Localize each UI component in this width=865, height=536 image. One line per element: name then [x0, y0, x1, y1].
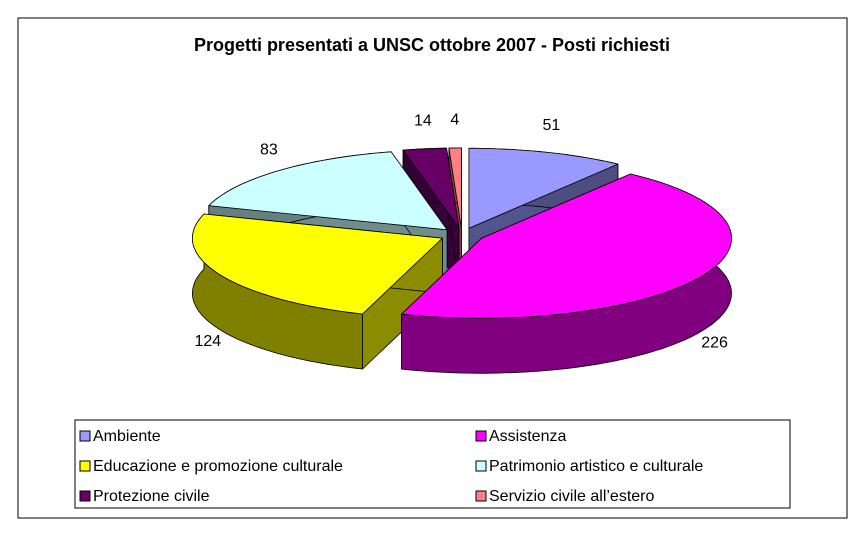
pie-slice	[192, 213, 443, 370]
data-label: 51	[543, 117, 561, 134]
chart-title: Progetti presentati a UNSC ottobre 2007 …	[194, 35, 670, 55]
data-label: 226	[701, 335, 728, 352]
legend-swatch	[79, 490, 91, 502]
legend-swatch	[475, 490, 487, 502]
legend-label: Educazione e promozione culturale	[93, 458, 343, 475]
legend-swatch	[475, 460, 487, 472]
legend-label: Protezione civile	[93, 488, 210, 505]
legend-label: Patrimonio artistico e culturale	[489, 458, 703, 475]
slice-top	[401, 173, 732, 319]
slice-top	[448, 147, 462, 229]
data-label: 83	[260, 142, 278, 159]
slice-top	[192, 213, 443, 315]
legend-label: Assistenza	[489, 428, 566, 445]
slice-top	[402, 147, 460, 229]
legend-swatch	[79, 430, 91, 442]
data-label: 124	[194, 333, 221, 350]
legend-swatch	[475, 430, 487, 442]
legend-label: Servizio civile all’estero	[489, 488, 654, 505]
slice-top	[468, 147, 619, 229]
legend-swatch	[79, 460, 91, 472]
slice-top	[208, 151, 448, 231]
legend-label: Ambiente	[93, 428, 161, 445]
legend-box	[74, 419, 791, 509]
data-label: 14	[414, 112, 432, 129]
pie-slice	[401, 173, 732, 374]
data-label: 4	[450, 111, 459, 128]
